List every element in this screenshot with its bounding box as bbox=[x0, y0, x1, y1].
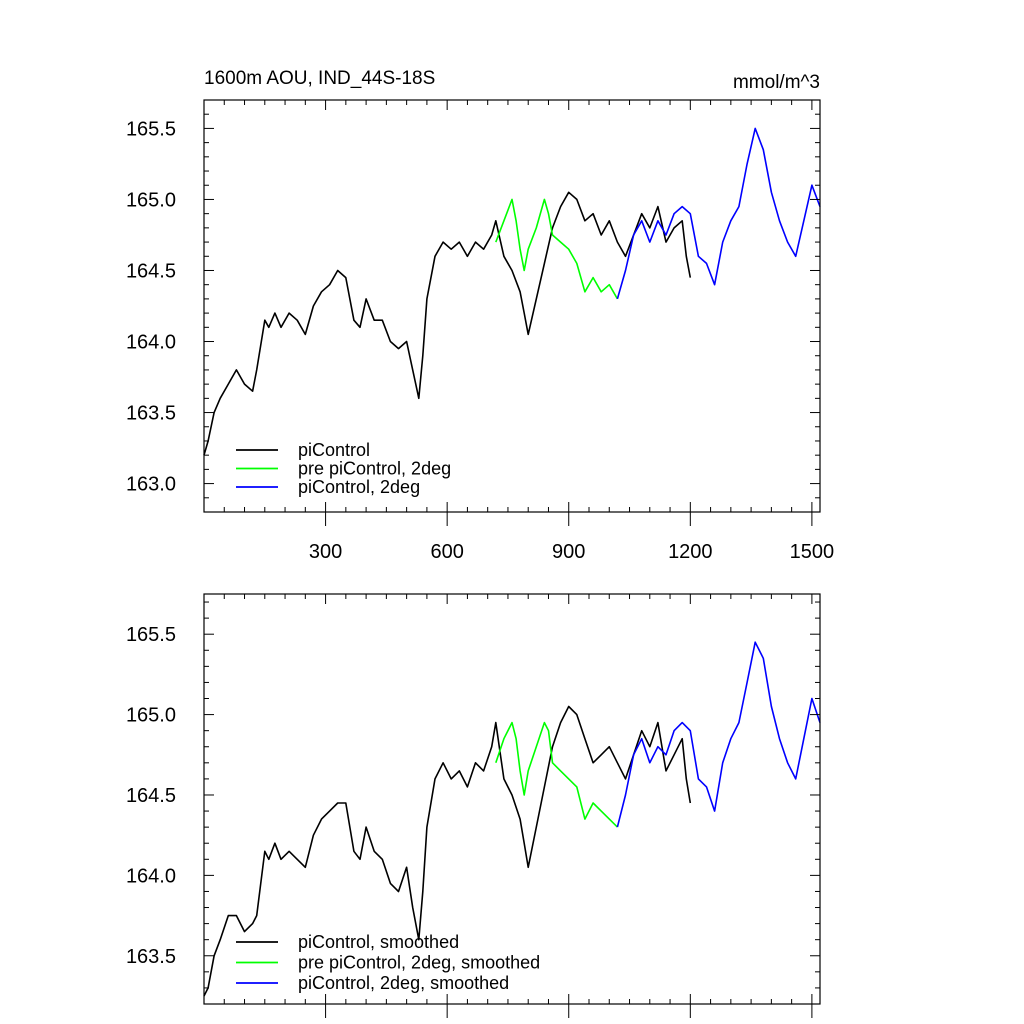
x-tick-label: 1500 bbox=[790, 541, 835, 563]
y-tick-label: 163.5 bbox=[126, 946, 176, 968]
y-tick-label: 163.0 bbox=[126, 474, 176, 496]
legend-label: pre piControl, 2deg, smoothed bbox=[298, 953, 540, 973]
series-layer bbox=[203, 127, 821, 456]
y-tick-label: 164.0 bbox=[126, 332, 176, 354]
axes-layer: 163.5 164.0 164.5 165.0 165.5 bbox=[126, 594, 820, 1018]
y-tick-label: 164.5 bbox=[126, 260, 176, 282]
legend-label: piControl, 2deg bbox=[298, 477, 420, 497]
top-panel: 1600m AOU, IND_44S-18S mmol/m^3 163.0163… bbox=[126, 68, 834, 563]
series-line bbox=[495, 198, 619, 300]
legend-label: piControl, smoothed bbox=[298, 932, 459, 952]
y-tick-label: 165.5 bbox=[126, 118, 176, 140]
x-tick-label: 1200 bbox=[668, 541, 713, 563]
plot-frame bbox=[203, 593, 821, 1005]
x-tick-label: 300 bbox=[309, 541, 342, 563]
y-tick-label: 163.5 bbox=[126, 403, 176, 425]
x-tick-label: 900 bbox=[552, 541, 585, 563]
bottom-panel: 163.5 164.0 164.5 165.0 165.5 piControl, smo… bbox=[126, 593, 821, 1018]
series-line bbox=[203, 705, 692, 997]
y-tick-label: 165.0 bbox=[126, 705, 176, 727]
series-layer bbox=[203, 641, 821, 997]
units-label: mmol/m^3 bbox=[733, 72, 820, 93]
y-tick-label: 165.0 bbox=[126, 189, 176, 211]
y-tick-label: 164.5 bbox=[126, 785, 176, 807]
series-line bbox=[616, 127, 821, 300]
series-line bbox=[495, 721, 618, 828]
legend-label: pre piControl, 2deg bbox=[298, 459, 451, 479]
chart-title: 1600m AOU, IND_44S-18S bbox=[204, 68, 435, 89]
y-tick-label: 165.5 bbox=[126, 624, 176, 646]
legend-label: piControl bbox=[298, 440, 370, 460]
x-tick-label: 600 bbox=[430, 541, 463, 563]
axes-layer: 163.0 163.5 164.0 164.5 165.0 165.5 300 600 900 1… bbox=[126, 99, 835, 563]
series-line bbox=[203, 191, 692, 456]
plot-frame bbox=[203, 99, 821, 513]
y-tick-label: 164.0 bbox=[126, 865, 176, 887]
legend-label: piControl, 2deg, smoothed bbox=[298, 973, 509, 993]
series-line bbox=[616, 641, 821, 828]
